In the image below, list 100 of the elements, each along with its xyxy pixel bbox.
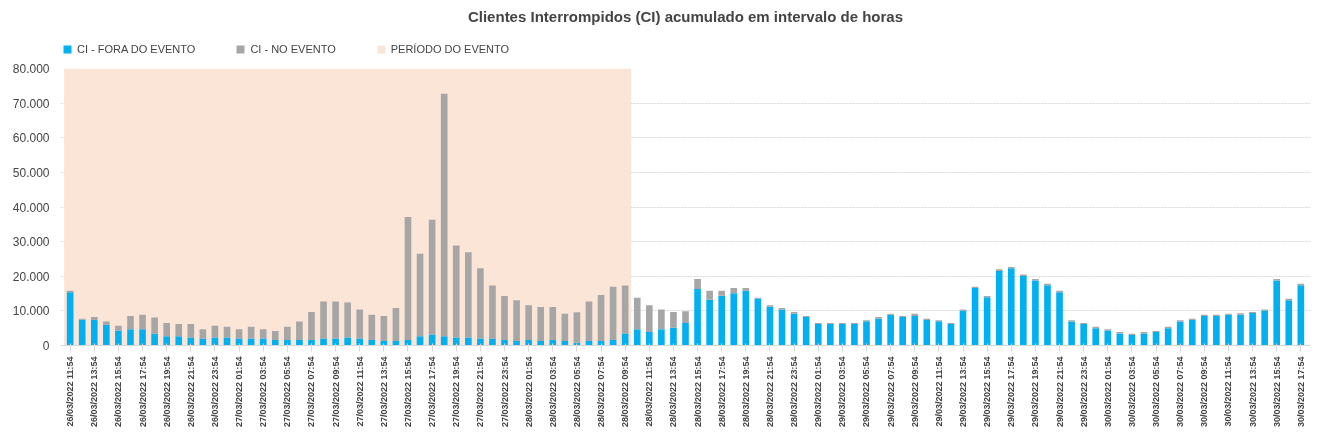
bar	[308, 339, 315, 346]
bar	[452, 337, 460, 346]
bar	[127, 316, 134, 330]
bar	[1068, 321, 1075, 346]
bar	[271, 339, 279, 346]
bar	[477, 268, 484, 339]
bar	[645, 332, 653, 346]
x-tick-label: 27/03/2022 13:54	[378, 356, 389, 428]
bar	[645, 305, 653, 332]
bar	[1261, 310, 1268, 346]
bar	[404, 217, 412, 340]
y-tick-label: 10.000	[12, 304, 50, 319]
bar	[90, 317, 98, 320]
x-tick-label: 26/03/2022 17:54	[137, 356, 148, 428]
x-tick-label: 26/03/2022 15:54	[113, 356, 124, 428]
x-tick-label: 28/03/2022 23:54	[789, 356, 800, 428]
bar	[356, 309, 364, 339]
bar	[1092, 328, 1100, 346]
bar	[296, 321, 303, 340]
y-tick-label: 40.000	[12, 200, 50, 215]
bar	[923, 319, 931, 346]
bar	[284, 326, 291, 340]
bar	[1213, 316, 1220, 346]
bar	[368, 339, 376, 346]
bar	[875, 318, 882, 346]
x-tick-label: 27/03/2022 21:54	[475, 356, 486, 428]
legend-label: PERÍODO DO EVENTO	[390, 43, 510, 55]
x-tick-label: 26/03/2022 21:54	[185, 356, 196, 428]
bar	[211, 325, 219, 338]
bar	[718, 290, 726, 296]
bar	[223, 326, 231, 338]
bar	[573, 312, 581, 343]
x-tick-label: 28/03/2022 09:54	[620, 356, 631, 428]
x-tick-label: 26/03/2022 19:54	[161, 356, 172, 428]
bar	[995, 271, 1003, 346]
x-tick-label: 28/03/2022 07:54	[596, 356, 607, 428]
x-tick-label: 27/03/2022 17:54	[427, 356, 438, 428]
bar	[308, 311, 315, 340]
x-tick-label: 27/03/2022 19:54	[451, 356, 462, 428]
x-tick-label: 27/03/2022 03:54	[258, 356, 269, 428]
bar	[296, 339, 303, 346]
bar	[525, 339, 532, 346]
x-tick-label: 29/03/2022 05:54	[861, 356, 872, 428]
bar	[706, 299, 713, 346]
bar	[742, 288, 750, 291]
bar	[1273, 280, 1281, 346]
bar	[163, 336, 170, 346]
bar	[706, 290, 713, 300]
x-tick-label: 27/03/2022 09:54	[330, 356, 341, 428]
bar	[971, 288, 979, 346]
x-tick-label: 30/03/2022 05:54	[1151, 356, 1162, 428]
bar	[489, 285, 496, 339]
x-tick-label: 28/03/2022 19:54	[740, 356, 751, 428]
bar	[139, 314, 146, 330]
bar	[537, 307, 545, 341]
bar	[320, 301, 327, 339]
bar	[839, 324, 846, 346]
x-tick-label: 29/03/2022 13:54	[958, 356, 969, 428]
bar	[187, 324, 195, 338]
bar	[537, 341, 545, 346]
bar	[899, 317, 906, 346]
bar	[1237, 314, 1244, 346]
bar	[187, 337, 195, 346]
x-tick-label: 26/03/2022 23:54	[209, 356, 220, 428]
x-tick-label: 29/03/2022 19:54	[1030, 356, 1041, 428]
bar	[332, 301, 339, 339]
bar	[633, 329, 641, 346]
x-tick-label: 27/03/2022 01:54	[234, 356, 245, 428]
bar	[428, 219, 436, 335]
bar	[139, 329, 146, 346]
bar	[90, 319, 98, 346]
x-tick-label: 30/03/2022 01:54	[1102, 356, 1113, 428]
bar	[682, 311, 689, 323]
x-tick-label: 29/03/2022 15:54	[982, 356, 993, 428]
x-tick-label: 27/03/2022 15:54	[402, 356, 413, 428]
x-tick-label: 29/03/2022 07:54	[885, 356, 896, 428]
bar	[235, 329, 243, 339]
bar	[1297, 285, 1305, 346]
y-tick-label: 20.000	[12, 269, 50, 284]
bar	[1201, 316, 1208, 346]
x-tick-label: 29/03/2022 09:54	[909, 356, 920, 428]
bar	[489, 338, 496, 346]
bar	[175, 336, 183, 346]
bar	[1032, 280, 1039, 346]
bar	[151, 317, 158, 334]
bar	[513, 341, 520, 346]
bar	[633, 297, 641, 330]
bar	[513, 300, 520, 341]
bar	[320, 338, 327, 346]
x-tick-label: 28/03/2022 17:54	[716, 356, 727, 428]
x-tick-label: 28/03/2022 15:54	[692, 356, 703, 428]
bar	[1249, 312, 1256, 346]
bar	[284, 339, 291, 346]
bar	[1056, 292, 1063, 346]
bar	[814, 324, 822, 346]
bar	[1188, 319, 1196, 346]
bar	[127, 329, 134, 346]
legend-label: CI - FORA DO EVENTO	[77, 43, 196, 55]
bar	[440, 93, 448, 337]
bar	[549, 339, 557, 346]
